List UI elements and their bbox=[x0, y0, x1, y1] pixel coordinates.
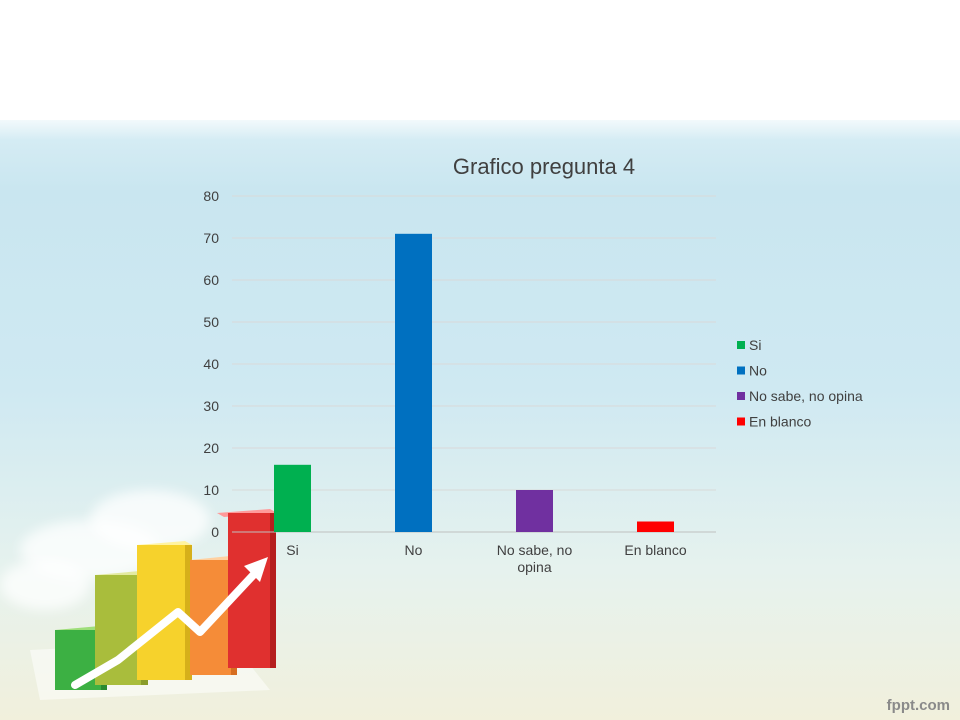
y-tick-label: 60 bbox=[203, 272, 219, 288]
cloud-decoration bbox=[90, 490, 210, 550]
y-tick-label: 30 bbox=[203, 398, 219, 414]
x-tick-label: No bbox=[405, 542, 423, 558]
x-tick-label: Si bbox=[286, 542, 298, 558]
y-tick-label: 10 bbox=[203, 482, 219, 498]
bar bbox=[274, 464, 311, 532]
slide-top-fade bbox=[0, 110, 960, 140]
y-tick-label: 70 bbox=[203, 230, 219, 246]
bar-chart-growth-arrow-icon bbox=[30, 509, 277, 700]
gridlines bbox=[232, 195, 716, 533]
legend-swatch bbox=[737, 417, 745, 426]
legend-swatch bbox=[737, 341, 745, 349]
legend-swatch bbox=[737, 392, 745, 400]
bar bbox=[516, 490, 553, 532]
y-axis-ticks: 0 10 20 30 40 50 60 70 80 bbox=[203, 188, 219, 540]
bar bbox=[637, 521, 674, 532]
bar bbox=[395, 233, 432, 533]
legend-swatch bbox=[737, 366, 745, 375]
y-tick-label: 80 bbox=[203, 188, 219, 204]
legend-label: Si bbox=[749, 337, 761, 353]
y-tick-label: 40 bbox=[203, 356, 219, 372]
y-tick-label: 20 bbox=[203, 440, 219, 456]
legend-label: En blanco bbox=[749, 414, 811, 430]
y-tick-label: 0 bbox=[211, 524, 219, 540]
legend: Si No No sabe, no opina En blanco bbox=[737, 337, 863, 430]
y-tick-label: 50 bbox=[203, 314, 219, 330]
bars bbox=[274, 233, 674, 533]
cloud-decoration bbox=[0, 560, 90, 610]
x-tick-label: opina bbox=[517, 559, 551, 575]
x-tick-label: En blanco bbox=[624, 542, 686, 558]
legend-label: No sabe, no opina bbox=[749, 388, 863, 404]
watermark-text: fppt.com bbox=[886, 697, 950, 714]
x-tick-label: No sabe, no bbox=[497, 542, 573, 558]
chart-title: Grafico pregunta 4 bbox=[453, 154, 635, 179]
legend-label: No bbox=[749, 363, 767, 379]
